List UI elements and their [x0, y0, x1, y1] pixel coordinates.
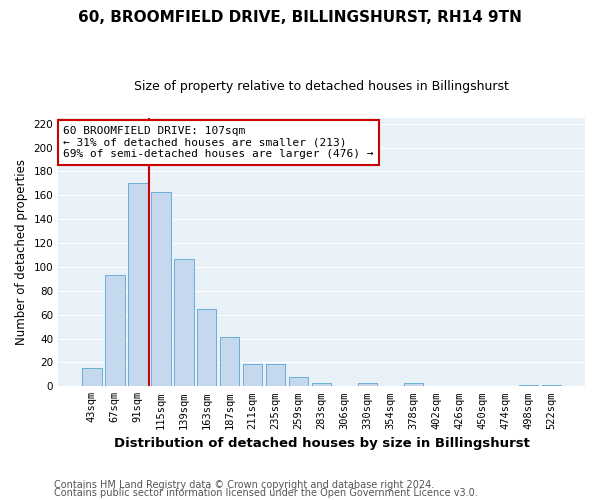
Bar	[174, 258, 194, 386]
Text: 60, BROOMFIELD DRIVE, BILLINGSHURST, RH14 9TN: 60, BROOMFIELD DRIVE, BILLINGSHURST, RH1…	[78, 10, 522, 25]
Bar	[243, 364, 262, 386]
Bar	[220, 338, 239, 386]
Bar	[312, 382, 331, 386]
Bar	[197, 308, 217, 386]
Bar	[404, 382, 423, 386]
Text: Contains HM Land Registry data © Crown copyright and database right 2024.: Contains HM Land Registry data © Crown c…	[54, 480, 434, 490]
X-axis label: Distribution of detached houses by size in Billingshurst: Distribution of detached houses by size …	[113, 437, 530, 450]
Text: Contains public sector information licensed under the Open Government Licence v3: Contains public sector information licen…	[54, 488, 478, 498]
Bar	[128, 184, 148, 386]
Bar	[358, 382, 377, 386]
Bar	[518, 385, 538, 386]
Bar	[82, 368, 101, 386]
Bar	[289, 377, 308, 386]
Bar	[151, 192, 170, 386]
Title: Size of property relative to detached houses in Billingshurst: Size of property relative to detached ho…	[134, 80, 509, 93]
Bar	[105, 276, 125, 386]
Bar	[542, 385, 561, 386]
Y-axis label: Number of detached properties: Number of detached properties	[15, 159, 28, 345]
Bar	[266, 364, 286, 386]
Text: 60 BROOMFIELD DRIVE: 107sqm
← 31% of detached houses are smaller (213)
69% of se: 60 BROOMFIELD DRIVE: 107sqm ← 31% of det…	[64, 126, 374, 159]
